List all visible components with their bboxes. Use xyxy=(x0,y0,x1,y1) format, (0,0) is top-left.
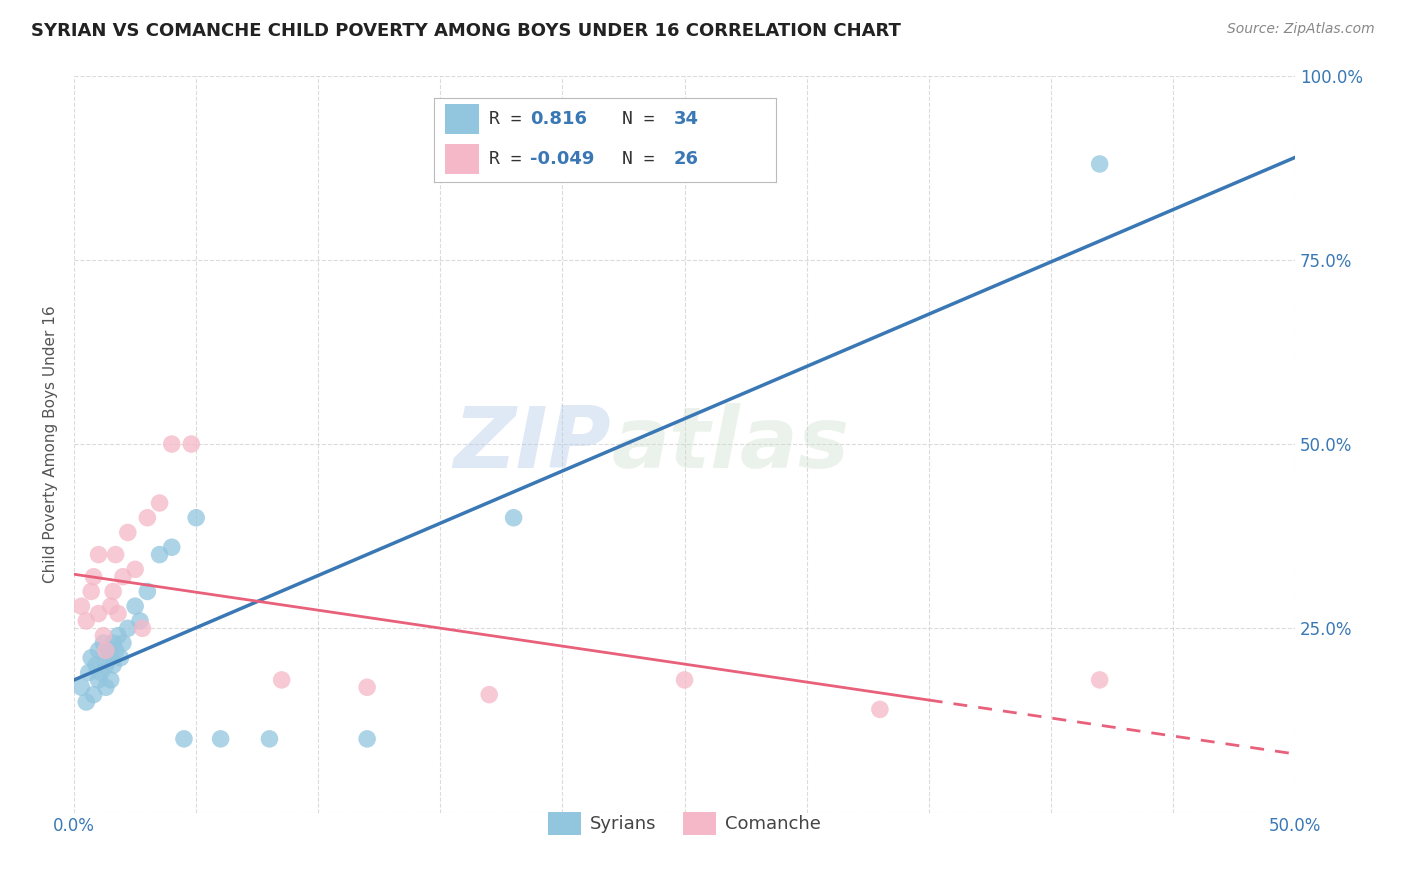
Point xyxy=(186,510,208,524)
Point xyxy=(117,525,139,540)
Point xyxy=(673,673,696,687)
Point xyxy=(124,562,146,576)
Point xyxy=(87,643,110,657)
Point xyxy=(107,629,129,643)
Point xyxy=(110,650,132,665)
Point xyxy=(869,702,891,716)
Point xyxy=(94,658,117,673)
Point xyxy=(101,584,124,599)
Point xyxy=(117,621,139,635)
Point xyxy=(136,584,159,599)
Point xyxy=(478,688,501,702)
Point xyxy=(180,437,202,451)
Point xyxy=(70,680,93,694)
Point xyxy=(148,548,170,562)
Point xyxy=(111,636,134,650)
Point xyxy=(101,636,124,650)
Point xyxy=(83,688,105,702)
Point xyxy=(259,731,281,746)
Point xyxy=(94,643,117,657)
Point xyxy=(356,680,378,694)
Point xyxy=(104,643,127,657)
Text: SYRIAN VS COMANCHE CHILD POVERTY AMONG BOYS UNDER 16 CORRELATION CHART: SYRIAN VS COMANCHE CHILD POVERTY AMONG B… xyxy=(31,22,901,40)
Text: ZIP: ZIP xyxy=(454,402,612,485)
Point xyxy=(77,665,100,680)
Point xyxy=(87,548,110,562)
Point xyxy=(160,437,183,451)
Point xyxy=(70,599,93,614)
Point xyxy=(87,673,110,687)
Point xyxy=(209,731,232,746)
Point xyxy=(124,599,146,614)
Point xyxy=(75,614,97,628)
Point xyxy=(136,510,159,524)
Y-axis label: Child Poverty Among Boys Under 16: Child Poverty Among Boys Under 16 xyxy=(44,305,58,582)
Point xyxy=(100,650,122,665)
Point xyxy=(83,570,105,584)
Point xyxy=(97,643,120,657)
Point xyxy=(101,658,124,673)
Point xyxy=(75,695,97,709)
Point xyxy=(148,496,170,510)
Point xyxy=(129,614,152,628)
Point xyxy=(80,584,103,599)
Point xyxy=(87,607,110,621)
Point xyxy=(1088,673,1111,687)
Point xyxy=(131,621,153,635)
Point xyxy=(111,570,134,584)
Point xyxy=(84,658,107,673)
Point xyxy=(1088,157,1111,171)
Point xyxy=(356,731,378,746)
Point xyxy=(94,680,117,694)
Text: Source: ZipAtlas.com: Source: ZipAtlas.com xyxy=(1227,22,1375,37)
Point xyxy=(104,548,127,562)
Legend: Syrians, Comanche: Syrians, Comanche xyxy=(540,803,830,844)
Text: atlas: atlas xyxy=(612,402,849,485)
Point xyxy=(107,607,129,621)
Point xyxy=(100,599,122,614)
Point xyxy=(270,673,292,687)
Point xyxy=(93,629,115,643)
Point xyxy=(80,650,103,665)
Point xyxy=(100,673,122,687)
Point xyxy=(90,665,112,680)
Point xyxy=(502,510,524,524)
Point xyxy=(93,636,115,650)
Point xyxy=(160,540,183,554)
Point xyxy=(173,731,195,746)
